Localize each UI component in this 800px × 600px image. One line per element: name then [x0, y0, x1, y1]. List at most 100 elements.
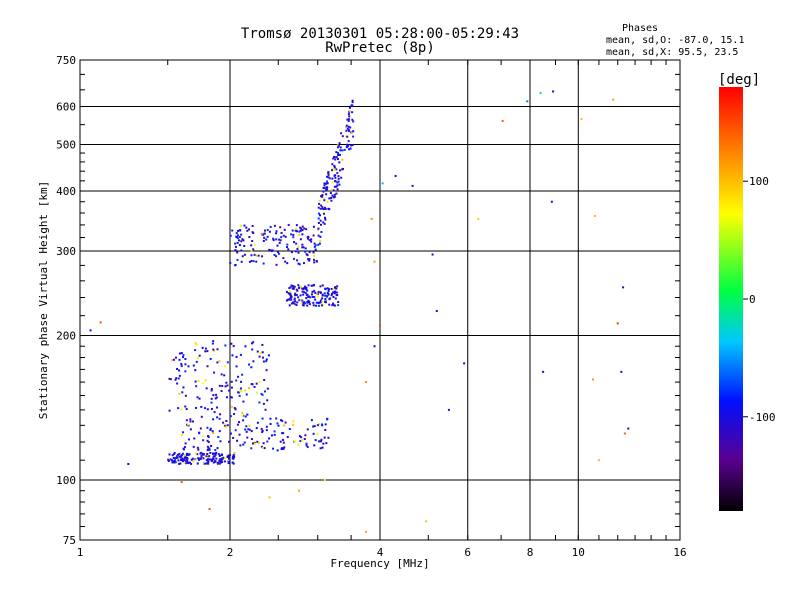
data-point [238, 244, 241, 247]
data-point [295, 242, 298, 245]
data-point [238, 239, 241, 242]
data-point [322, 208, 325, 211]
data-point [188, 438, 191, 441]
data-point [172, 358, 175, 361]
data-point [218, 360, 221, 363]
data-point [261, 356, 264, 359]
data-point [330, 294, 333, 297]
data-point [324, 297, 327, 300]
data-point [317, 304, 320, 307]
data-point [261, 431, 264, 434]
data-point [245, 226, 248, 229]
data-point [348, 110, 351, 113]
data-point [167, 458, 170, 461]
data-point [288, 290, 291, 293]
data-point [297, 251, 300, 254]
data-point [323, 300, 326, 303]
data-point [311, 295, 314, 298]
data-point [168, 453, 171, 456]
data-point [350, 144, 353, 147]
data-point [216, 462, 219, 465]
data-point [255, 254, 258, 257]
data-point [326, 418, 329, 421]
data-point [204, 379, 207, 382]
data-point [550, 200, 553, 203]
data-point [302, 302, 305, 305]
data-point [263, 236, 266, 239]
colorbar-ticks: 100 0 -100 [743, 175, 776, 424]
data-point [209, 428, 212, 431]
data-point [612, 98, 615, 101]
data-point [308, 239, 311, 242]
data-point [314, 298, 317, 301]
data-point [261, 417, 264, 420]
data-point [258, 441, 261, 444]
data-point [320, 423, 323, 426]
data-point [347, 140, 350, 143]
data-point [268, 230, 271, 233]
data-point [298, 263, 301, 266]
data-point [243, 441, 246, 444]
data-point [220, 373, 223, 376]
data-point [319, 291, 322, 294]
data-point [228, 457, 231, 460]
colorbar-tick-label: 0 [749, 293, 756, 306]
data-point [300, 436, 303, 439]
data-point [268, 496, 271, 499]
data-point [352, 135, 355, 138]
data-point [204, 407, 207, 410]
data-point [234, 263, 237, 266]
data-point [318, 423, 321, 426]
data-point [317, 221, 320, 224]
data-point [272, 239, 275, 242]
data-point [252, 341, 255, 344]
data-point [341, 135, 344, 138]
data-point [215, 396, 218, 399]
data-point [127, 462, 130, 465]
data-point [208, 455, 211, 458]
data-point [206, 350, 209, 353]
data-point [259, 352, 262, 355]
data-point [205, 387, 208, 390]
data-point [276, 422, 279, 425]
data-point [238, 235, 241, 238]
data-point [315, 259, 318, 262]
data-point [299, 226, 302, 229]
data-point [321, 293, 324, 296]
data-point [288, 304, 291, 307]
data-point [246, 229, 249, 232]
data-point [352, 120, 355, 123]
data-point [339, 149, 342, 152]
data-point [216, 406, 219, 409]
data-point [235, 235, 238, 238]
data-point [232, 345, 235, 348]
data-point [255, 260, 258, 263]
data-point [290, 284, 293, 287]
data-point [348, 106, 351, 109]
data-point [301, 299, 304, 302]
data-point [172, 457, 175, 460]
data-point [351, 99, 354, 102]
data-point [184, 394, 187, 397]
data-point [216, 416, 219, 419]
data-point [282, 441, 285, 444]
data-point [235, 245, 238, 248]
data-point [334, 176, 337, 179]
data-point [258, 401, 261, 404]
data-point [335, 168, 338, 171]
data-point [187, 461, 190, 464]
data-point [194, 406, 197, 409]
data-point [330, 287, 333, 290]
x-tick-label: 1 [77, 546, 84, 559]
data-point [230, 405, 233, 408]
data-point [215, 451, 218, 454]
data-point [179, 462, 182, 465]
chart-title: Tromsø 20130301 05:28:00-05:29:43 [241, 26, 519, 42]
data-point [185, 460, 188, 463]
data-point [299, 229, 302, 232]
data-point [381, 182, 384, 185]
data-point [304, 292, 307, 295]
data-point [250, 254, 253, 257]
data-point [337, 180, 340, 183]
data-point [273, 253, 276, 256]
